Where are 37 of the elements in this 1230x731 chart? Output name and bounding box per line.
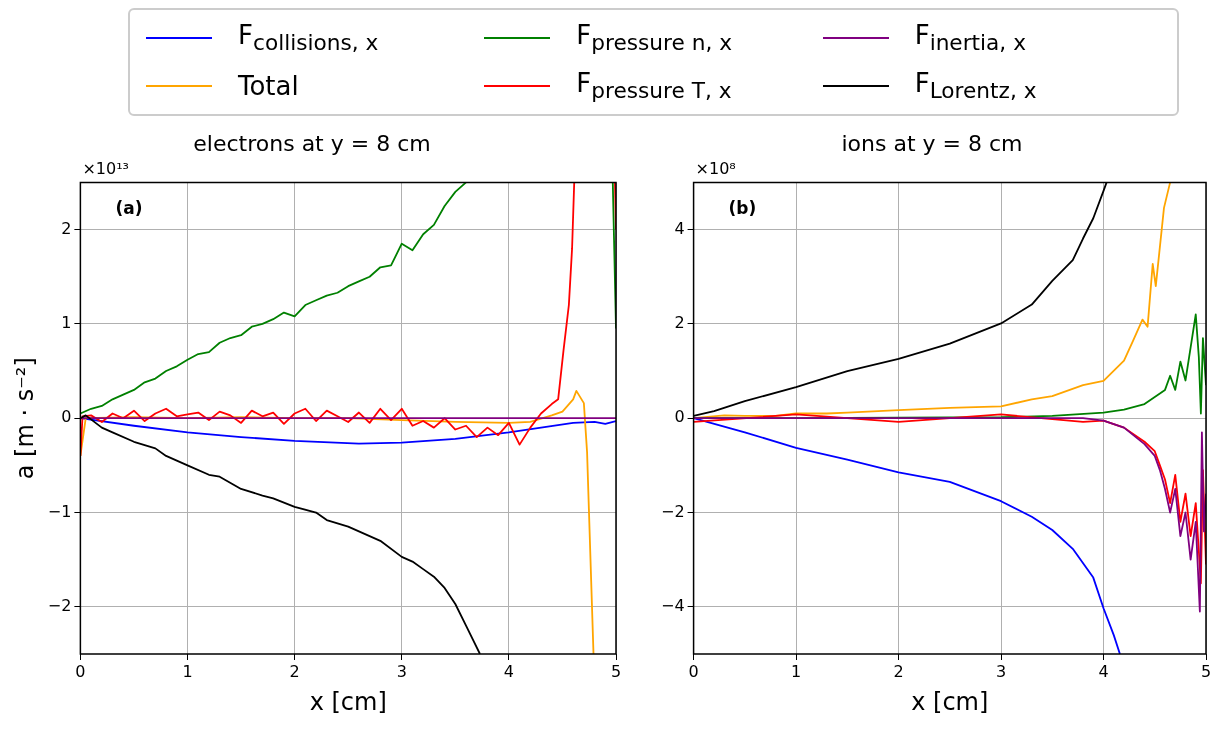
y-tick-label: −4 — [660, 596, 685, 615]
legend-label: F$_{Lorentz, x}$ — [914, 68, 1037, 104]
legend-label: F$_{pressure n, x}$ — [576, 20, 733, 56]
x-tick-label: 2 — [893, 661, 904, 681]
y-tick-label: −1 — [47, 501, 72, 521]
annotation: (a) — [115, 198, 143, 219]
x-axis-title: x [cm] — [911, 687, 989, 716]
x-tick-label: 3 — [396, 661, 407, 681]
x-tick-label: 5 — [1200, 661, 1212, 681]
y-tick-label: 2 — [61, 218, 72, 238]
x-tick-label: 0 — [688, 661, 699, 681]
x-axis-title: x [cm] — [309, 687, 387, 716]
legend-label: F$_{pressure T, x}$ — [576, 68, 732, 104]
y-tick-label: 0 — [674, 407, 685, 427]
y-tick-label: −2 — [660, 501, 685, 521]
x-tick-label: 1 — [182, 661, 193, 681]
x-tick-label: 4 — [1098, 661, 1109, 681]
chart-title: electrons at y = 8 cm — [193, 130, 431, 156]
y-axis-title: a [m · s⁻²] — [10, 357, 39, 480]
y-tick-label: −2 — [47, 596, 72, 615]
text: ×10⁸ — [695, 159, 736, 179]
annotation: (b) — [728, 198, 757, 219]
legend-label: F$_{inertia, x}$ — [914, 20, 1026, 56]
text: ×10¹³ — [82, 159, 129, 179]
x-tick-label: 3 — [995, 661, 1007, 681]
x-tick-label: 1 — [790, 661, 802, 681]
legend-label: Total — [238, 71, 299, 101]
x-tick-label: 0 — [75, 661, 86, 681]
y-tick-label: 0 — [61, 407, 72, 427]
x-tick-label: 2 — [289, 661, 300, 681]
y-tick-label: 1 — [61, 313, 72, 333]
legend-label: F$_{collisions, x}$ — [238, 20, 379, 56]
x-tick-label: 5 — [610, 661, 622, 681]
y-tick-label: 2 — [674, 313, 685, 333]
y-tick-label: 4 — [674, 218, 685, 238]
chart-title: ions at y = 8 cm — [841, 130, 1023, 156]
x-tick-label: 4 — [503, 661, 514, 681]
